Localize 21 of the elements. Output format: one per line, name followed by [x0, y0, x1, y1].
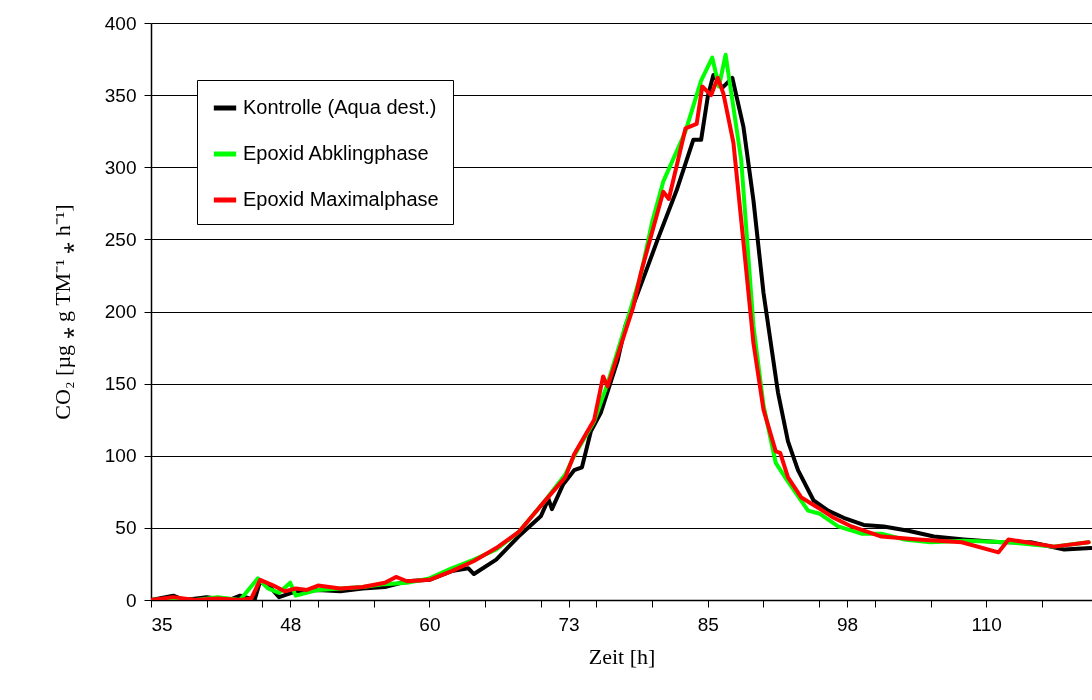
x-tick-label: 60 [419, 613, 441, 635]
legend-label: Kontrolle (Aqua dest.) [243, 96, 437, 118]
y-tick-label: 400 [104, 12, 137, 34]
x-tick-label: 73 [558, 613, 580, 635]
y-tick-label: 350 [104, 84, 137, 106]
x-tick-label: 35 [151, 613, 173, 635]
x-tick-label: 98 [836, 613, 859, 635]
y-tick-label: 250 [104, 228, 137, 250]
y-tick-label: 200 [104, 301, 137, 322]
y-tick-label: 150 [104, 373, 137, 395]
x-tick-label: 85 [697, 613, 719, 635]
x-axis-title: Zeit [h] [588, 643, 656, 669]
y-tick-label: 0 [125, 589, 137, 611]
y-axis-title: CO₂ [µg ⁎ g TM⁻¹ ⁎ h⁻¹] [49, 204, 75, 420]
x-tick-label: 110 [971, 613, 1002, 635]
y-tick-label: 300 [104, 156, 137, 178]
y-tick-label: 50 [115, 517, 137, 539]
legend-label: Epoxid Abklingphase [243, 142, 429, 164]
x-tick-label: 48 [280, 613, 302, 635]
y-tick-label: 100 [104, 445, 137, 467]
legend-label: Epoxid Maximalphase [243, 188, 439, 210]
